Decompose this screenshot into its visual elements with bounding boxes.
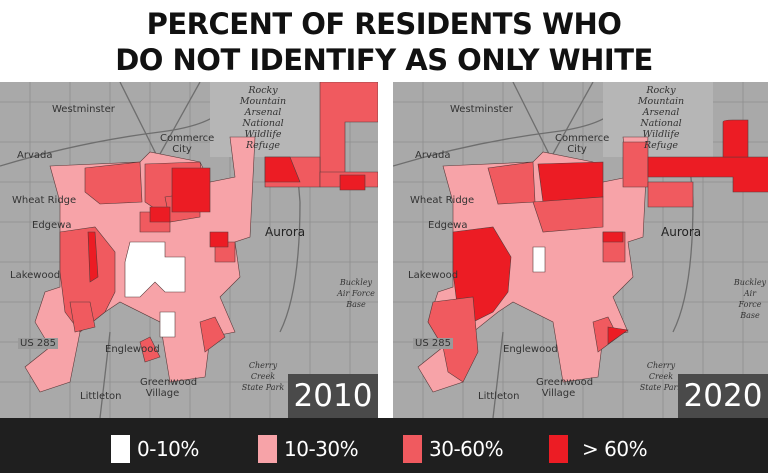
label-wheat-ridge: Wheat Ridge	[410, 195, 475, 206]
label-greenwood-village: Greenwood Village	[140, 377, 198, 399]
year-badge-2020: 2020	[678, 374, 768, 418]
label-aurora: Aurora	[661, 225, 702, 239]
legend-item-30-60: 30-60%	[403, 434, 504, 463]
label-buckley: Buckley Air Force Base	[733, 278, 767, 320]
label-englewood: Englewood	[105, 344, 160, 355]
label-edgewater: Edgewa	[32, 220, 72, 231]
legend: 0-10% 10-30% 30-60% > 60%	[0, 418, 768, 473]
legend-swatch-light-pink	[258, 434, 277, 463]
label-westminster: Westminster	[450, 104, 513, 115]
label-littleton: Littleton	[478, 391, 520, 402]
map-2010-tracts	[0, 82, 378, 418]
label-cherry-creek: Cherry Creek State Park	[241, 361, 285, 392]
label-arsenal: Rocky Mountain Arsenal National Wildlife…	[239, 85, 287, 151]
map-2020: Westminster Arvada Wheat Ridge Edgewa La…	[393, 82, 768, 418]
label-commerce-city: Commerce City	[160, 133, 215, 155]
map-2010: Westminster Arvada Wheat Ridge Edgewa La…	[0, 82, 378, 418]
legend-label: 0-10%	[137, 436, 199, 461]
legend-label: 30-60%	[429, 436, 504, 461]
label-greenwood-village: Greenwood Village	[536, 377, 594, 399]
label-arvada: Arvada	[17, 150, 53, 161]
label-buckley: Buckley Air Force Base	[337, 278, 375, 309]
chart-title: PERCENT OF RESIDENTS WHO DO NOT IDENTIFY…	[0, 0, 768, 82]
label-arsenal: Rocky Mountain Arsenal National Wildlife…	[637, 85, 685, 151]
legend-label: > 60%	[582, 436, 648, 461]
legend-swatch-red	[549, 434, 568, 463]
title-line-1: PERCENT OF RESIDENTS WHO	[146, 7, 622, 41]
legend-label: 10-30%	[284, 436, 359, 461]
label-commerce-city: Commerce City	[555, 133, 610, 155]
label-lakewood: Lakewood	[408, 270, 459, 281]
title-line-2: DO NOT IDENTIFY AS ONLY WHITE	[115, 43, 653, 77]
label-littleton: Littleton	[80, 391, 122, 402]
label-us285: US 285	[18, 338, 58, 349]
legend-swatch-white	[111, 434, 130, 463]
legend-item-0-10: 0-10%	[111, 434, 199, 463]
label-edgewater: Edgewa	[428, 220, 468, 231]
legend-item-over-60: > 60%	[549, 434, 648, 463]
label-englewood: Englewood	[503, 344, 558, 355]
map-2020-tracts	[393, 82, 768, 418]
label-aurora: Aurora	[265, 225, 306, 239]
legend-swatch-salmon	[403, 434, 422, 463]
legend-item-10-30: 10-30%	[258, 434, 359, 463]
label-arvada: Arvada	[415, 150, 451, 161]
year-badge-2010: 2010	[288, 374, 378, 418]
label-us285: US 285	[413, 338, 453, 349]
label-lakewood: Lakewood	[10, 270, 61, 281]
label-wheat-ridge: Wheat Ridge	[12, 195, 77, 206]
label-cherry-creek: Cherry Creek State Park	[639, 361, 683, 392]
label-westminster: Westminster	[52, 104, 115, 115]
